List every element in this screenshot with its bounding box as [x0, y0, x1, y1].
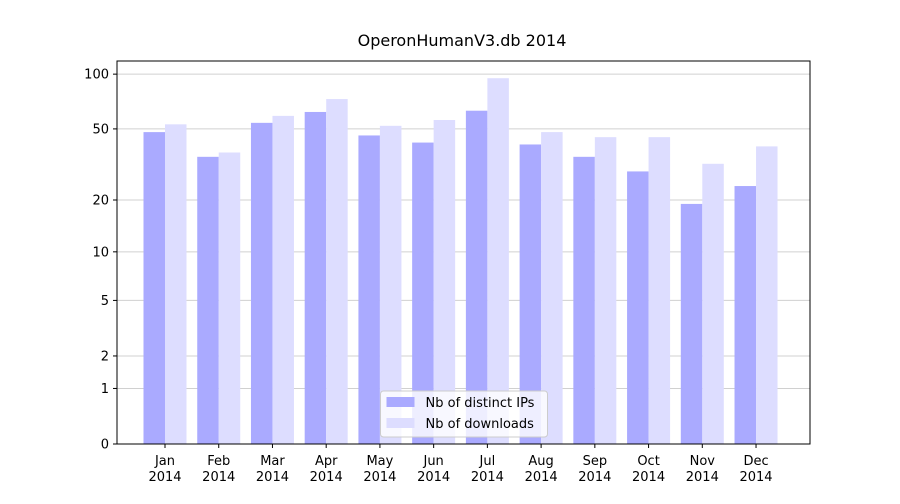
bar — [218, 152, 241, 445]
legend-label: Nb of distinct IPs — [426, 396, 535, 411]
bar — [165, 124, 187, 444]
x-tick-label: Jul 2014 — [471, 454, 504, 485]
bar — [465, 110, 488, 444]
bar — [326, 99, 348, 444]
x-tick-label: Dec 2014 — [739, 454, 772, 485]
x-tick-label: Feb 2014 — [202, 454, 235, 485]
bar — [594, 137, 617, 444]
x-tick-label: Oct 2014 — [632, 454, 665, 485]
y-tick-label: 100 — [84, 68, 109, 83]
y-tick-label: 0 — [101, 438, 109, 453]
x-tick-label: May 2014 — [363, 454, 396, 485]
x-tick-label: Jan 2014 — [148, 454, 181, 485]
legend-box — [380, 390, 548, 438]
bar — [648, 137, 671, 444]
axes-frame — [116, 60, 811, 445]
bar — [433, 119, 456, 445]
bar — [519, 144, 542, 444]
x-tick-label: Apr 2014 — [310, 454, 343, 485]
x-tick-label: Aug 2014 — [525, 454, 558, 485]
x-tick-label: Nov 2014 — [686, 454, 719, 485]
y-tick-label: 10 — [92, 245, 109, 260]
x-tick-label: Mar 2014 — [256, 454, 289, 485]
bar — [627, 171, 649, 444]
bar — [412, 142, 434, 444]
x-tick-label: Jun 2014 — [417, 454, 450, 485]
legend-swatch — [386, 397, 415, 407]
bar — [250, 122, 273, 444]
bar — [358, 135, 380, 444]
y-tick-label: 2 — [101, 349, 109, 364]
bar — [379, 125, 402, 444]
legend-label: Nb of downloads — [426, 417, 535, 432]
bar — [541, 132, 563, 444]
legend-swatch — [386, 418, 415, 428]
bar — [573, 156, 595, 444]
bar — [272, 115, 294, 445]
bar — [680, 203, 703, 444]
bar — [197, 156, 219, 444]
bar — [702, 163, 724, 444]
bar — [487, 78, 509, 444]
y-tick-label: 20 — [92, 194, 109, 209]
y-tick-label: 50 — [92, 122, 109, 137]
bar — [756, 146, 778, 444]
chart-title: OperonHumanV3.db 2014 — [358, 31, 567, 50]
y-tick-label: 1 — [101, 382, 109, 397]
bar — [734, 186, 757, 445]
bar — [143, 132, 165, 444]
x-tick-label: Sep 2014 — [578, 454, 611, 485]
y-tick-label: 5 — [101, 294, 109, 309]
bar — [304, 111, 327, 445]
